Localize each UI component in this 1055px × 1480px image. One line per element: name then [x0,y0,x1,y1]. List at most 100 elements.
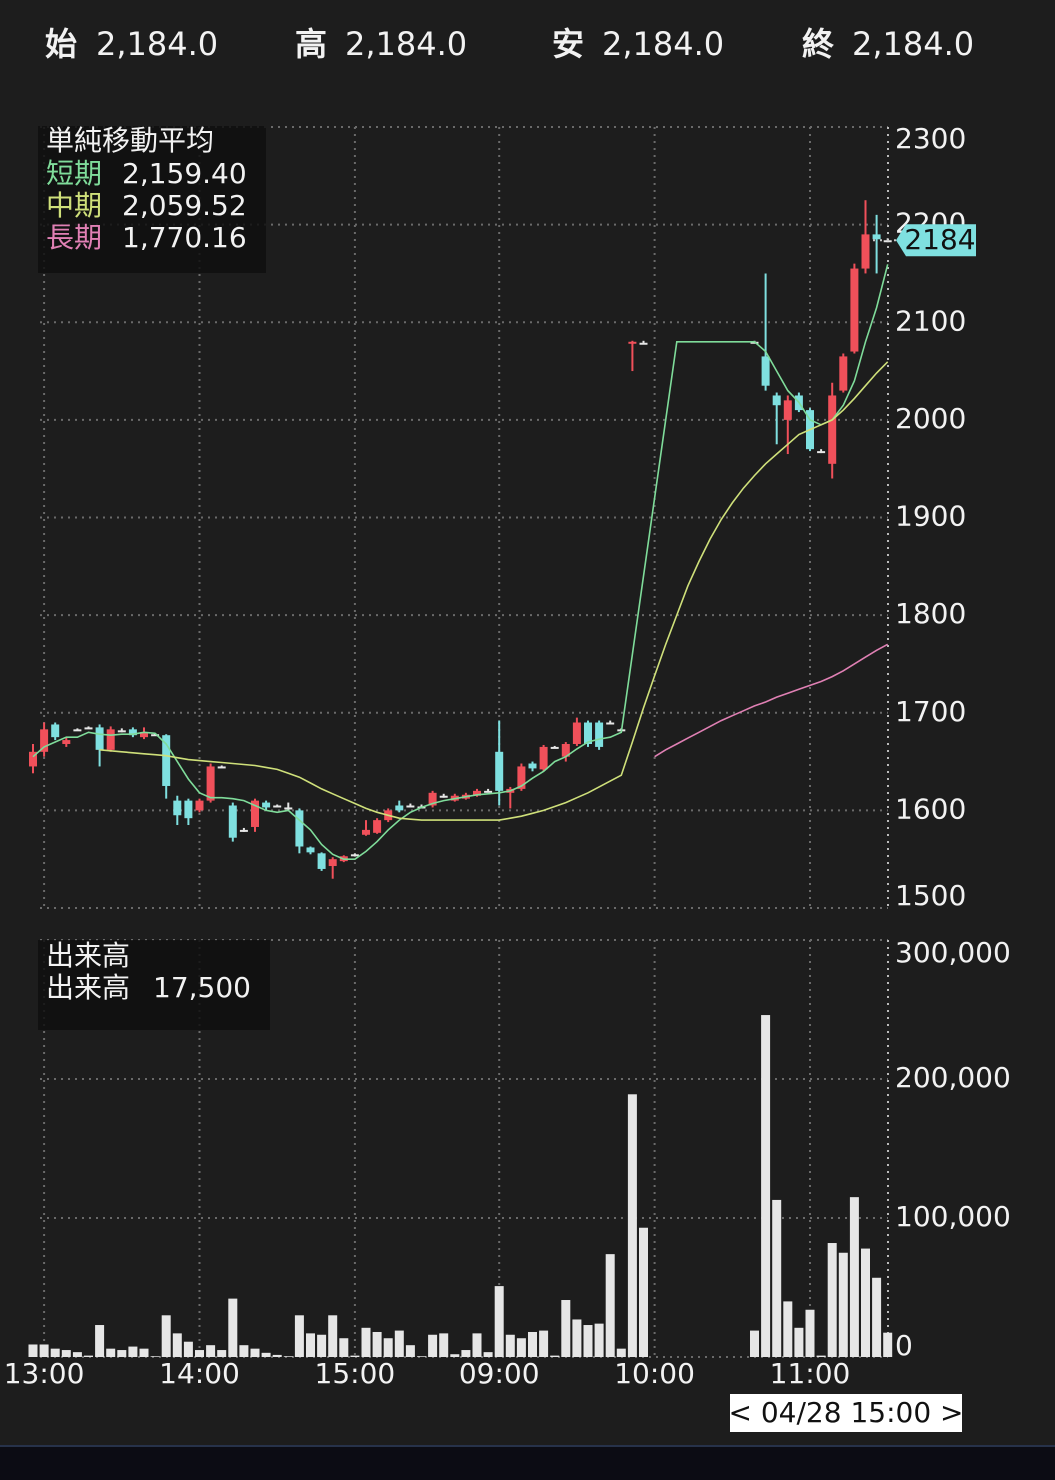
header-label: 安 [552,25,584,63]
candle-body [206,766,215,801]
volume-bar [283,1356,293,1357]
candle-body [772,395,781,406]
price-tag-label: 2184 [904,223,975,256]
y-tick-label: 1600 [895,792,966,825]
ma-legend-name: 短期 [46,157,102,190]
volume-bar [461,1350,471,1357]
y-tick-label: 1800 [895,597,966,630]
candle-body [328,859,337,867]
y-tick-label: 0 [895,1329,913,1362]
candle-body [595,722,604,747]
candle-body [184,800,193,819]
candle-body [484,790,493,793]
volume-legend-box [38,940,270,1030]
volume-bar [772,1199,782,1357]
volume-legend-value: 17,500 [153,971,251,1004]
candle-body [528,763,537,769]
candle-body [473,790,481,796]
candle-body [428,792,437,806]
moving-average-line [99,361,889,821]
header-value: 2,184.0 [852,25,974,63]
candle-body [262,802,271,808]
y-tick-label: 2100 [895,304,966,337]
y-tick-label: 100,000 [895,1200,1011,1233]
volume-bar [794,1327,804,1357]
candle-body [40,729,49,752]
candle-body [850,268,859,352]
candle-body [639,342,648,345]
volume-legend-title: 出来高 [46,939,130,972]
volume-bar [183,1341,193,1357]
volume-bar [294,1315,304,1357]
candle-body [140,732,148,738]
candle-body [29,751,37,767]
candle-body [495,751,504,791]
volume-bar [428,1334,438,1357]
volume-bar [361,1327,371,1357]
volume-bar [616,1348,626,1357]
volume-bar [838,1252,848,1357]
volume-bar [450,1354,460,1357]
candle-body [239,829,248,832]
volume-bar [61,1350,71,1357]
header-value: 2,184.0 [96,25,218,63]
volume-bar [483,1352,493,1357]
volume-bar [72,1352,82,1357]
candle-body [606,722,615,725]
volume-bar [50,1348,60,1357]
y-tick-label: 300,000 [895,936,1011,969]
candle-body [284,807,293,810]
volume-bar [228,1298,238,1357]
volume-bar [272,1354,282,1357]
grid-layer: 1500160017001800190020002100220023000100… [4,122,1011,1390]
volume-legend-name: 出来高 [46,971,130,1004]
volume-bar [106,1348,116,1357]
volume-bar [317,1334,327,1357]
volume-bar [172,1333,182,1357]
volume-bar [150,1356,160,1357]
candle-body [439,795,448,798]
candle-body [273,805,282,808]
volume-bar [639,1227,648,1357]
volume-bar [561,1300,571,1357]
ma-legend-title: 単純移動平均 [46,124,214,157]
volume-bar [128,1346,138,1357]
candle-body [128,729,137,736]
volume-bar [472,1333,482,1357]
candle-body [251,800,259,827]
volume-bar [594,1323,604,1357]
volume-bar [872,1277,882,1357]
candle-body [783,400,792,420]
volume-bar [161,1315,171,1357]
candle-body [828,395,837,464]
volume-bar [28,1344,38,1357]
volume-bar [339,1338,349,1357]
volume-bar [528,1331,537,1357]
candle-body [62,740,71,744]
ma-legend-name: 長期 [46,221,102,254]
candle-body [295,810,304,847]
volume-bar [883,1332,893,1357]
candle-body [839,356,848,391]
candle-body [362,829,370,835]
candle-body [539,746,548,770]
volume-bar [206,1345,216,1357]
volume-bar [605,1254,615,1357]
cursor-date-box[interactable] [730,1394,962,1432]
x-tick-label: 15:00 [315,1357,396,1390]
candle-body [117,730,126,733]
volume-bar [394,1330,404,1357]
volume-bar [494,1286,504,1357]
moving-average-line [654,643,889,758]
volume-bar [861,1248,870,1357]
candle-body [628,341,637,344]
volume-bar [761,1015,771,1357]
x-tick-label: 10:00 [614,1357,695,1390]
cursor-date[interactable]: < 04/28 15:00 > [728,1396,963,1429]
y-tick-label: 2000 [895,402,966,435]
y-tick-label: 1900 [895,500,966,533]
ma-legend-box [38,126,266,273]
volume-bar [250,1348,260,1357]
